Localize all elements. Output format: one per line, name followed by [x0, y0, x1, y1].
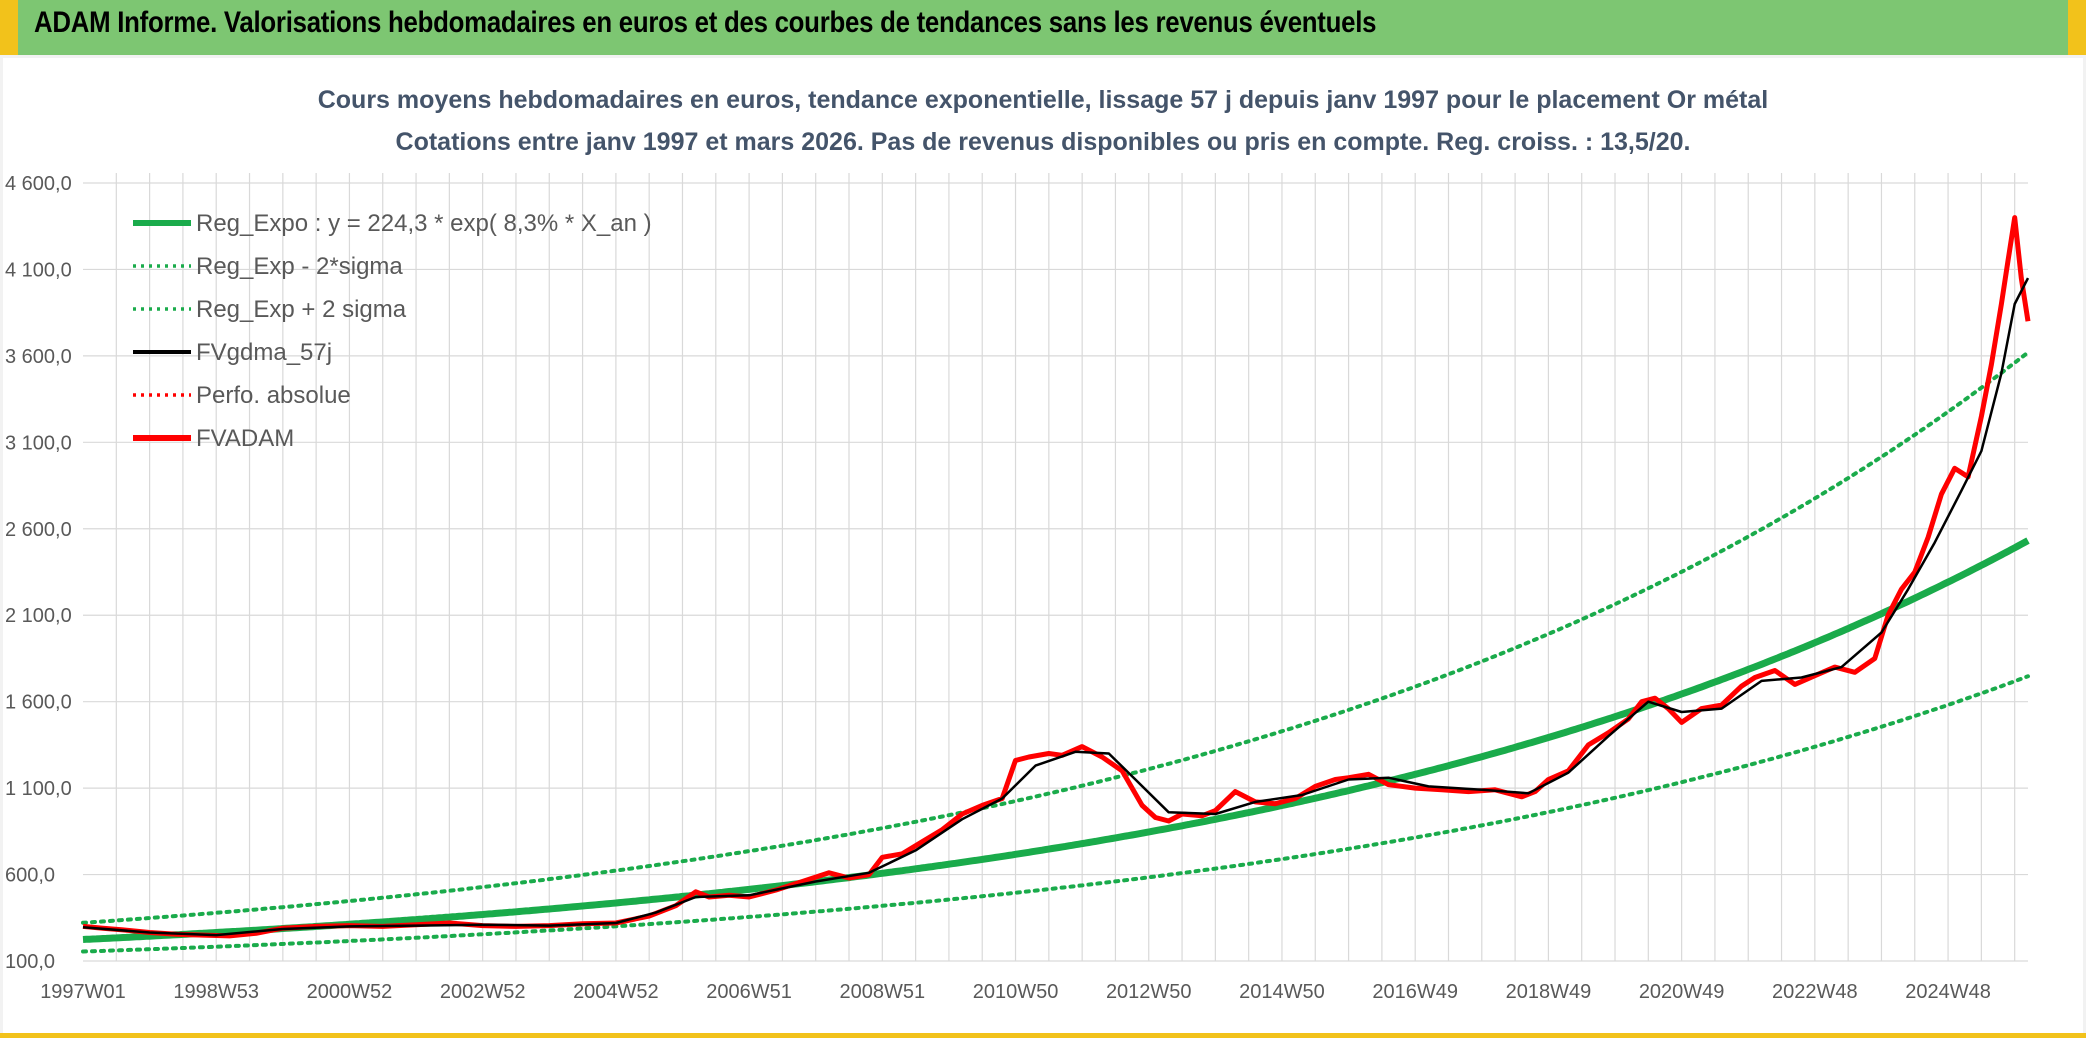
axis-labels: 100,0 600,0 1 100,0 1 600,0 2 100,0 2 600,0 3 …: [5, 173, 1991, 1003]
y-tick-label: 4 600,0: [5, 173, 72, 195]
y-tick-label: 1 600,0: [5, 692, 72, 714]
x-tick-label: 2024W48: [1905, 981, 1991, 1003]
chart-svg: 100,0 600,0 1 100,0 1 600,0 2 100,0 2 600,0 3 …: [5, 86, 2031, 1003]
report-header: ADAM Informe. Valorisations hebdomadaire…: [0, 0, 2086, 55]
x-tick-label: 2002W52: [440, 981, 526, 1003]
legend-label: FVgdma_57j: [196, 339, 332, 366]
y-tick-label: 2 100,0: [5, 605, 72, 627]
y-tick-label: 3 600,0: [5, 346, 72, 368]
chart-title: Cours moyens hebdomadaires en euros, ten…: [318, 86, 1769, 114]
legend-label: Perfo. absolue: [196, 382, 351, 409]
y-tick-label: 600,0: [5, 865, 55, 887]
series-reg-plus-2sigma: [81, 350, 2030, 925]
legend-label: Reg_Exp + 2 sigma: [196, 296, 407, 323]
y-tick-label: 100,0: [5, 951, 55, 973]
x-tick-label: 2008W51: [840, 981, 926, 1003]
x-tick-label: 2018W49: [1506, 981, 1592, 1003]
x-tick-label: 1997W01: [40, 981, 126, 1003]
chart-subtitle: Cotations entre janv 1997 et mars 2026. …: [396, 128, 1691, 156]
x-tick-label: 2016W49: [1372, 981, 1458, 1003]
series-reg-expo: [82, 537, 2030, 943]
report-title: ADAM Informe. Valorisations hebdomadaire…: [34, 6, 1377, 39]
legend-label: Reg_Exp - 2*sigma: [196, 253, 403, 280]
legend-label: Reg_Expo : y = 224,3 * exp( 8,3% * X_an …: [196, 210, 652, 237]
x-tick-label: 2014W50: [1239, 981, 1325, 1003]
series-fvgdma-57j: [82, 277, 2030, 937]
x-tick-label: 1998W53: [173, 981, 259, 1003]
x-tick-label: 2012W50: [1106, 981, 1192, 1003]
bottom-accent-bar: [0, 1033, 2086, 1038]
y-tick-label: 2 600,0: [5, 519, 72, 541]
x-tick-label: 2020W49: [1639, 981, 1725, 1003]
x-tick-label: 2010W50: [973, 981, 1059, 1003]
series-reg-minus-2sigma: [81, 674, 2030, 954]
y-tick-label: 4 100,0: [5, 259, 72, 281]
chart-area: 100,0 600,0 1 100,0 1 600,0 2 100,0 2 600,0 3 …: [3, 58, 2083, 1033]
x-tick-label: 2004W52: [573, 981, 659, 1003]
series-layer: [81, 215, 2031, 954]
x-tick-label: 2022W48: [1772, 981, 1858, 1003]
y-tick-label: 1 100,0: [5, 778, 72, 800]
x-tick-label: 2006W51: [706, 981, 792, 1003]
y-tick-label: 3 100,0: [5, 432, 72, 454]
series-fvadam: [82, 215, 2031, 939]
x-tick-label: 2000W52: [307, 981, 393, 1003]
grid-layer: [83, 173, 2028, 962]
legend-label: FVADAM: [196, 425, 294, 452]
chart-legend: Reg_Expo : y = 224,3 * exp( 8,3% * X_an …: [133, 210, 652, 452]
